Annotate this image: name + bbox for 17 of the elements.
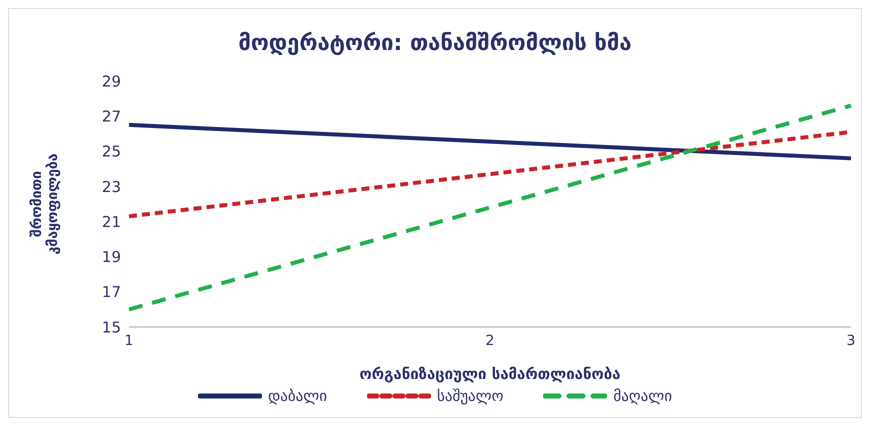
- y-tick-label: 27: [102, 107, 121, 126]
- y-axis-title: შრომითი კმაყოფილება: [29, 153, 61, 255]
- y-tick-label: 15: [102, 318, 121, 336]
- x-tick-label: 1: [124, 332, 134, 349]
- legend-label: მაღალი: [613, 387, 672, 405]
- y-tick-label: 21: [102, 212, 121, 231]
- y-tick-label: 17: [102, 283, 121, 302]
- x-tick-label: 3: [846, 332, 856, 349]
- x-tick-label: 2: [486, 332, 494, 349]
- y-tick-label: 25: [102, 142, 121, 161]
- chart-title: მოდერატორი: თანამშრომლის ხმა: [237, 30, 633, 58]
- y-tick-label: 23: [102, 178, 121, 196]
- y-tick-label: 19: [102, 248, 121, 266]
- legend-label: დაბალი: [268, 387, 327, 405]
- legend-label: საშუალო: [436, 387, 504, 405]
- x-axis-title: ორგანიზაციული სამართლიანობა: [360, 365, 620, 383]
- y-tick-label: 29: [102, 72, 121, 90]
